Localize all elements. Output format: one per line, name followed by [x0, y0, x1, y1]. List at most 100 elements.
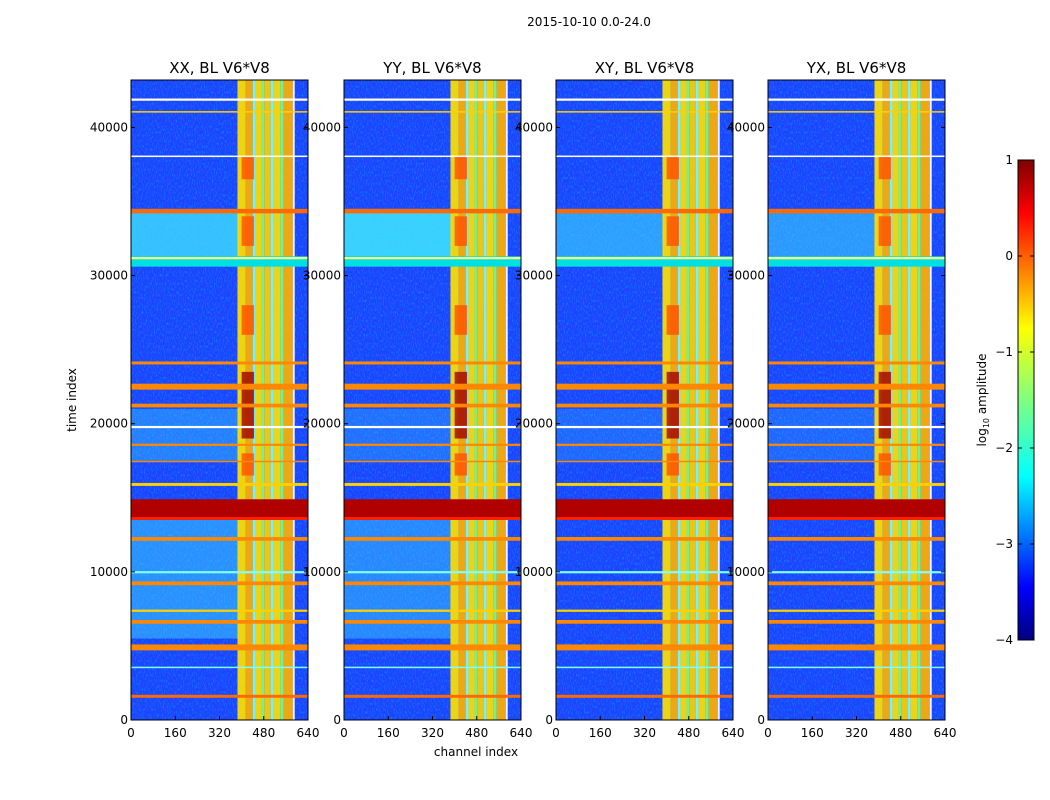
time-band [131, 98, 308, 101]
time-band [556, 609, 733, 612]
channel-stripe [486, 80, 494, 720]
x-tick-label: 480 [465, 726, 488, 740]
y-tick-label: 10000 [303, 565, 341, 579]
hot-spot [241, 453, 255, 476]
time-band [344, 155, 521, 158]
hot-spot [666, 305, 680, 335]
time-band [344, 256, 521, 267]
time-band [131, 155, 308, 158]
heatmap-image [556, 80, 733, 720]
channel-stripe [270, 80, 274, 720]
time-band [556, 694, 733, 698]
panel-title: YX, BL V6*V8 [806, 59, 907, 77]
heatmap-image [768, 80, 945, 720]
hot-spot [241, 305, 255, 335]
cyan-region [556, 408, 664, 461]
hot-spot [454, 216, 468, 246]
time-band [131, 499, 308, 518]
time-band [131, 620, 308, 624]
channel-stripe [255, 80, 262, 720]
time-band [344, 620, 521, 624]
time-band [344, 666, 521, 669]
time-band [768, 620, 945, 624]
time-band [344, 609, 521, 612]
time-band [344, 571, 521, 574]
time-band [768, 425, 945, 429]
channel-stripe [920, 80, 930, 720]
time-band [556, 98, 733, 101]
figure-suptitle: 2015-10-10 0.0-24.0 [527, 15, 651, 29]
channel-stripe [698, 80, 706, 720]
time-band [131, 208, 308, 214]
cyan-region [768, 208, 876, 261]
y-tick-label: 40000 [515, 120, 553, 134]
time-band [344, 694, 521, 698]
channel-stripe [261, 80, 265, 720]
y-tick-label: 30000 [727, 269, 765, 283]
cyan-region [768, 408, 876, 461]
x-tick-label: 640 [297, 726, 320, 740]
x-tick-label: 480 [889, 726, 912, 740]
channel-stripe [708, 80, 718, 720]
time-band [344, 98, 521, 101]
time-band [556, 482, 733, 486]
y-tick-label: 0 [545, 713, 553, 727]
time-band [556, 644, 733, 651]
x-tick-label: 0 [340, 726, 348, 740]
channel-stripe [917, 80, 921, 720]
time-band [556, 571, 733, 574]
time-band [344, 517, 521, 520]
channel-stripe [493, 80, 497, 720]
time-band [344, 581, 521, 586]
y-tick-label: 0 [120, 713, 128, 727]
time-band [556, 443, 733, 446]
colorbar-gradient [1017, 159, 1035, 641]
channel-stripe [273, 80, 281, 720]
channel-stripe [901, 80, 908, 720]
panel-title: YY, BL V6*V8 [382, 59, 481, 77]
time-band [768, 208, 945, 214]
x-tick-label: 640 [934, 726, 957, 740]
heatmap-panel: YY, BL V6*V8 0 160 320 480 640 0 10000 20000 3000… [303, 59, 533, 740]
time-band [131, 666, 308, 669]
time-band [131, 571, 308, 574]
y-tick-label: 20000 [90, 417, 128, 431]
channel-stripe [468, 80, 475, 720]
x-tick-label: 0 [764, 726, 772, 740]
time-band [768, 537, 945, 541]
channel-stripe [283, 80, 293, 720]
channel-stripe [695, 80, 699, 720]
time-band [556, 111, 733, 113]
time-band [556, 383, 733, 390]
x-tick-label: 0 [127, 726, 135, 740]
time-band [768, 644, 945, 651]
time-band [131, 482, 308, 486]
time-band [344, 499, 521, 518]
time-band [556, 425, 733, 429]
channel-stripe [717, 80, 720, 720]
y-tick-label: 30000 [515, 269, 553, 283]
cyan-region [556, 208, 664, 261]
cyan-region [344, 208, 452, 261]
time-band [556, 499, 733, 518]
time-band [131, 256, 308, 267]
x-tick-label: 320 [208, 726, 231, 740]
time-band [768, 581, 945, 586]
channel-stripe [680, 80, 687, 720]
time-band [131, 537, 308, 541]
time-band [768, 609, 945, 612]
time-band [768, 666, 945, 669]
x-tick-label: 640 [510, 726, 533, 740]
channel-stripe [929, 80, 932, 720]
hot-spot [241, 216, 255, 246]
time-band [131, 111, 308, 113]
heatmap-panel: YX, BL V6*V8 0 160 320 480 640 0 10000 20000 3000… [727, 59, 957, 740]
time-band [556, 257, 733, 260]
x-tick-label: 160 [589, 726, 612, 740]
time-band [556, 620, 733, 624]
colorbar-tick-label: −3 [995, 537, 1013, 551]
time-band [131, 361, 308, 365]
panel-title: XY, BL V6*V8 [595, 59, 695, 77]
x-tick-label: 320 [845, 726, 868, 740]
